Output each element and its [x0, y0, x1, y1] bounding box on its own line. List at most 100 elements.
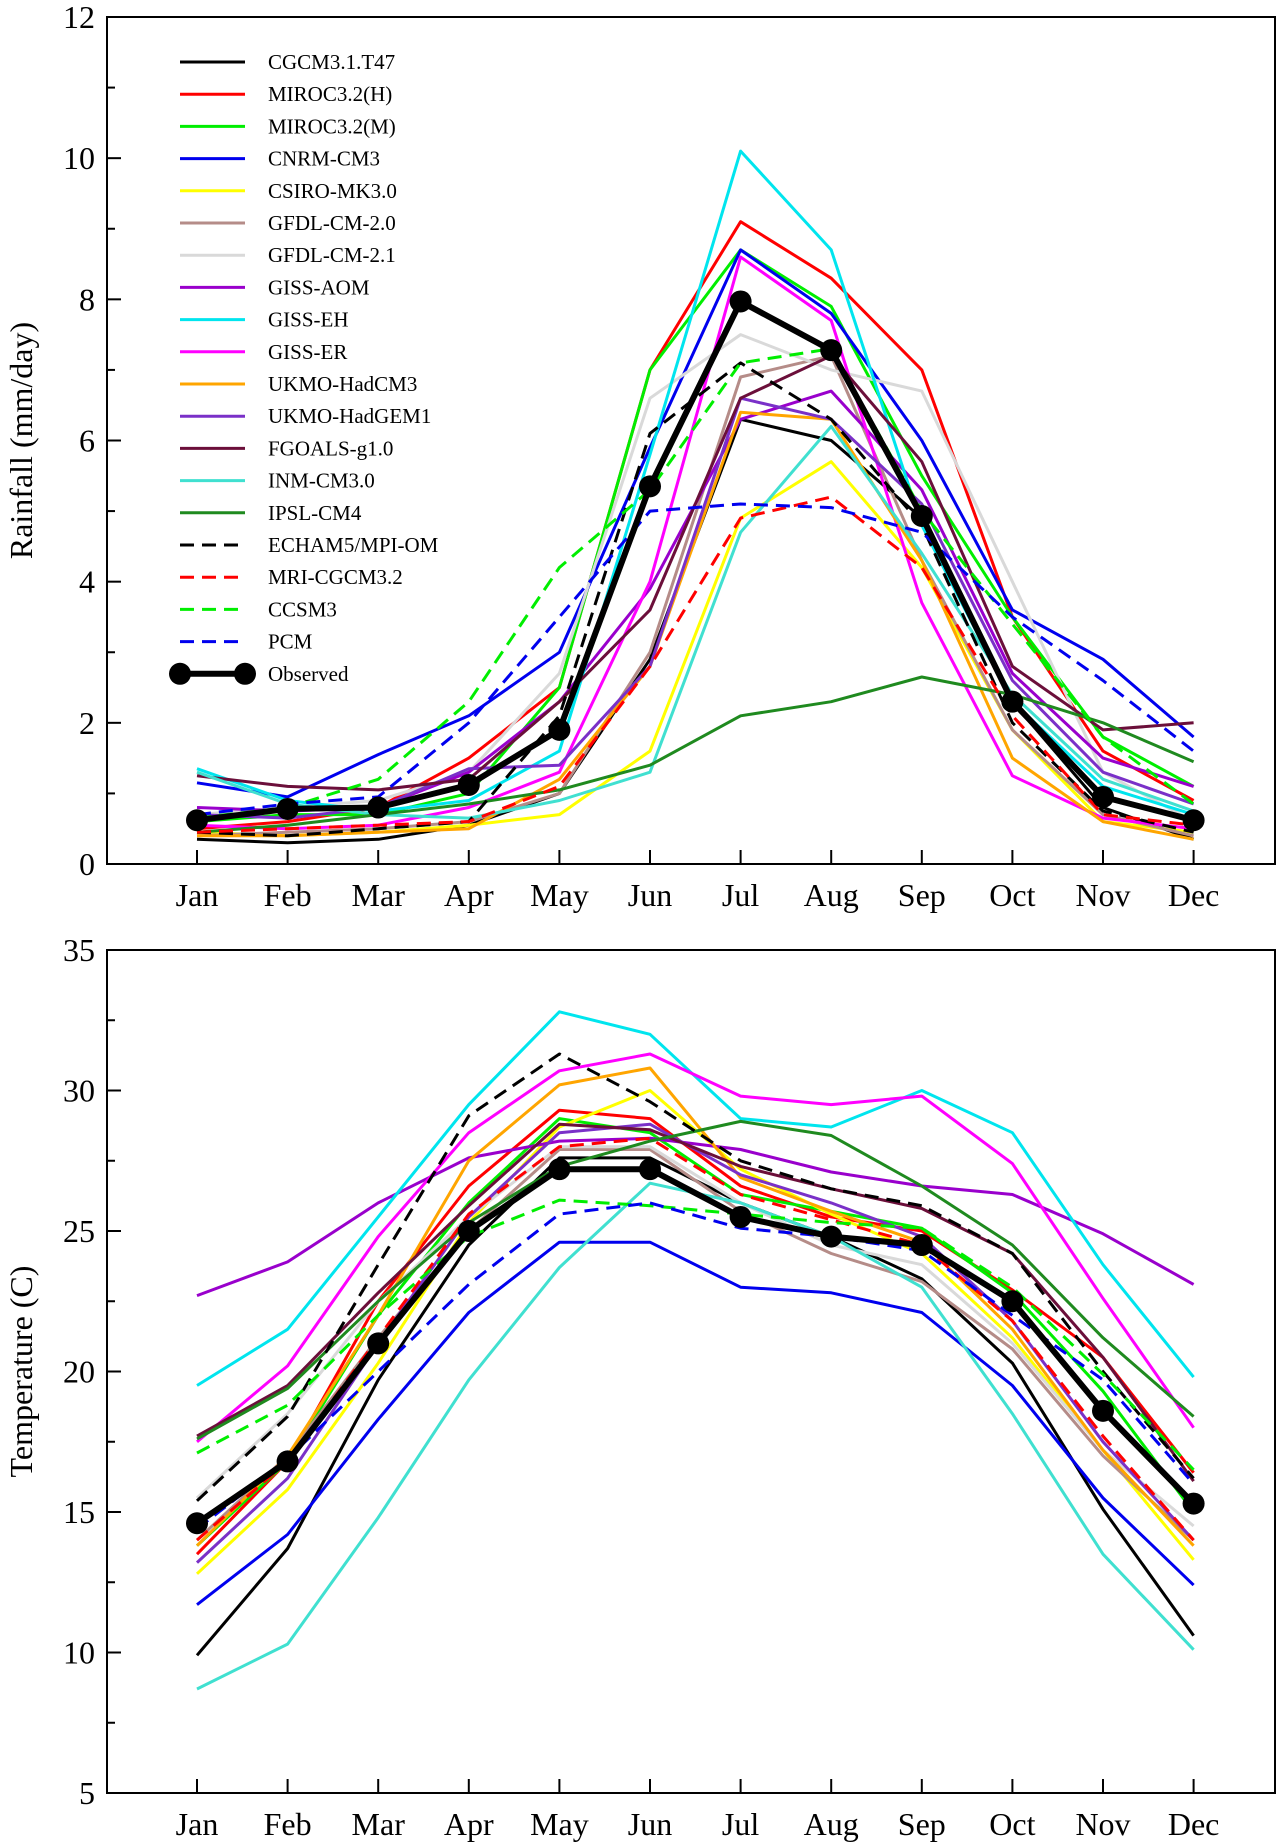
- y-tick-label: 6: [79, 423, 95, 459]
- x-tick-label: Jul: [722, 877, 759, 913]
- chart-panel-2: 5 10 15 20 25 30 35 Jan Feb Mar Apr May Jun Jul Aug Sep…: [3, 932, 1276, 1842]
- legend-label: MIROC3.2(H): [268, 82, 392, 106]
- legend-marker: [234, 662, 256, 685]
- y-axis-title: Temperature (C): [3, 1266, 39, 1478]
- series-line-gfdl-cm-2-1: [195, 1145, 1195, 1528]
- y-tick-label: 12: [63, 0, 95, 35]
- observed-point: [820, 1225, 843, 1248]
- legend-label: INM-CM3.0: [268, 469, 375, 493]
- x-tick-label: Feb: [264, 1806, 312, 1842]
- observed-point: [186, 809, 208, 832]
- legend-label: UKMO-HadCM3: [268, 372, 417, 396]
- series-line-inm-cm3-0: [196, 424, 1195, 820]
- legend-label: GISS-AOM: [268, 275, 370, 299]
- x-tick-label: Mar: [352, 1806, 406, 1842]
- x-tick-label: Sep: [898, 877, 946, 913]
- observed-point: [639, 475, 661, 498]
- legend-label: MRI-CGCM3.2: [268, 565, 403, 589]
- series-line-ukmo-hadcm3: [197, 410, 1194, 841]
- legend-label: GFDL-CM-2.0: [268, 211, 396, 235]
- observed-point: [457, 1220, 480, 1242]
- x-tick-label: Oct: [989, 877, 1035, 913]
- y-tick-label: 25: [63, 1213, 95, 1249]
- legend-label: ECHAM5/MPI-OM: [268, 533, 439, 557]
- series-line-echam5-mpi-om: [196, 361, 1194, 838]
- y-axis-title: Rainfall (mm/day): [3, 322, 39, 559]
- observed-point: [367, 1332, 390, 1355]
- legend-label: PCM: [268, 630, 313, 654]
- series-line-observed: [196, 298, 1195, 824]
- legend-label: CGCM3.1.T47: [268, 50, 395, 74]
- x-tick-label: Apr: [444, 1806, 494, 1842]
- observed-point: [729, 290, 752, 313]
- observed-point: [1182, 1492, 1205, 1515]
- y-tick-label: 10: [63, 140, 95, 176]
- x-tick-label: Jun: [628, 877, 672, 913]
- x-tick-label: Mar: [352, 877, 406, 913]
- observed-point: [910, 505, 933, 528]
- series-line-pcm: [196, 1201, 1195, 1531]
- series-line-echam5-mpi-om: [195, 1052, 1195, 1502]
- x-tick-label: Aug: [804, 1806, 859, 1842]
- y-tick-label: 15: [63, 1494, 95, 1530]
- legend: CGCM3.1.T47 MIROC3.2(H) MIROC3.2(M) CNRM-CM…: [169, 50, 439, 686]
- observed-point: [1092, 785, 1114, 808]
- legend-label: GISS-EH: [268, 308, 349, 332]
- x-tick-label: May: [530, 1806, 589, 1842]
- series-line-giss-er: [196, 1052, 1195, 1443]
- observed-point: [367, 796, 390, 819]
- observed-point: [729, 1205, 752, 1228]
- observed-point: [1001, 1290, 1024, 1313]
- series-line-gfdl-cm-2-1: [196, 333, 1195, 823]
- y-tick-label: 35: [63, 932, 95, 968]
- legend-label: FGOALS-g1.0: [268, 436, 393, 460]
- x-tick-label: Jan: [176, 877, 219, 913]
- series-line-miroc3-2-m: [196, 248, 1195, 824]
- observed-point: [1182, 809, 1205, 832]
- series-line-pcm: [196, 502, 1195, 817]
- observed-point: [639, 1158, 661, 1181]
- observed-point: [1001, 690, 1024, 713]
- y-tick-label: 5: [79, 1775, 95, 1811]
- y-tick-label: 4: [79, 564, 95, 600]
- observed-point: [276, 797, 299, 820]
- legend-label: Observed: [268, 662, 349, 686]
- legend-label: MIROC3.2(M): [268, 114, 396, 138]
- observed-point: [1092, 1399, 1114, 1422]
- series-line-mri-cgcm3-2: [196, 495, 1194, 834]
- x-tick-label: Sep: [898, 1806, 946, 1842]
- x-tick-label: Nov: [1075, 877, 1130, 913]
- x-tick-label: May: [530, 877, 589, 913]
- legend-label: GFDL-CM-2.1: [268, 243, 396, 267]
- series-line-miroc3-2-h: [195, 1108, 1195, 1556]
- legend-label: IPSL-CM4: [268, 501, 362, 525]
- series-line-cnrm-cm3: [196, 248, 1195, 799]
- observed-point: [457, 773, 480, 796]
- series-line-cnrm-cm3: [196, 1240, 1195, 1606]
- series-line-ipsl-cm4: [196, 1119, 1195, 1441]
- x-tick-label: Oct: [989, 1806, 1035, 1842]
- observed-point: [910, 1234, 933, 1257]
- legend-label: CNRM-CM3: [268, 147, 380, 171]
- legend-label: CSIRO-MK3.0: [268, 179, 397, 203]
- observed-point: [548, 718, 571, 741]
- x-tick-label: Feb: [264, 877, 312, 913]
- x-tick-label: Dec: [1168, 877, 1220, 913]
- legend-label: UKMO-HadGEM1: [268, 404, 431, 428]
- observed-point: [820, 339, 843, 362]
- y-tick-label: 8: [79, 281, 95, 317]
- y-tick-label: 30: [63, 1073, 95, 1109]
- series-line-ccsm3: [196, 347, 1195, 820]
- observed-point: [548, 1158, 571, 1181]
- x-tick-label: Apr: [444, 877, 494, 913]
- x-tick-label: Aug: [804, 877, 859, 913]
- legend-label: GISS-ER: [268, 340, 347, 364]
- y-tick-label: 10: [63, 1635, 95, 1671]
- series-line-ipsl-cm4: [196, 675, 1195, 834]
- x-tick-label: Jul: [722, 1806, 759, 1842]
- series-line-giss-aom: [196, 1136, 1195, 1298]
- series-line-observed: [195, 1166, 1196, 1526]
- chart-panel-1: 0 2 4 6 8 10 12 Jan Feb Mar Apr May Jun Jul Aug Sep Oct N…: [3, 0, 1276, 913]
